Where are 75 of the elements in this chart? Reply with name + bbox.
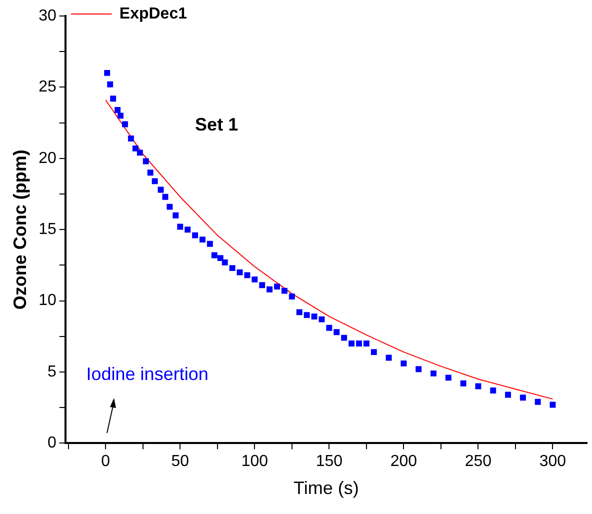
annotation: Set 1 [195,114,238,135]
point [445,374,452,381]
point [217,255,224,262]
point [259,282,266,288]
point [400,360,407,366]
x-axis-title: Time (s) [294,478,359,498]
x-tick-label: 150 [316,453,343,470]
point [505,392,511,398]
point [244,272,250,278]
point [132,145,138,152]
point [334,329,340,336]
point [490,388,496,394]
point [236,269,243,276]
point [200,236,206,243]
point [356,340,362,346]
y-axis-title: Ozone Conc (ppm) [10,150,30,310]
x-tick-label: 200 [390,453,418,470]
point [296,309,302,316]
point [110,96,116,102]
point [304,312,310,318]
point [348,340,355,346]
legend-label: ExpDec1 [119,5,188,22]
point [430,370,436,376]
point [166,204,173,210]
point [229,265,236,272]
point [326,324,332,331]
x-tick-label: 0 [101,453,110,470]
point [363,340,370,346]
point [184,226,191,233]
point [152,178,158,184]
point [128,135,134,142]
x-tick-label: 300 [539,453,566,470]
annotation: Iodine insertion [86,364,208,384]
y-tick-label: 0 [47,434,56,452]
point [520,394,526,401]
point [288,294,295,300]
point [192,232,198,238]
point [534,398,541,405]
point [252,276,258,282]
point [475,383,482,390]
point [266,286,273,292]
point [118,112,124,119]
point [281,288,288,294]
x-tick-label: 50 [171,453,190,470]
point [416,366,422,372]
point [274,284,280,290]
point [460,380,466,386]
y-tick-label: 25 [38,78,56,96]
point [172,212,179,218]
point [114,107,121,113]
point [158,186,164,193]
y-tick-label: 5 [47,363,56,380]
y-tick-label: 15 [38,221,56,238]
point [162,194,168,200]
point [211,252,218,258]
point [318,316,325,322]
point [386,354,392,361]
point [107,81,114,88]
point [177,224,184,230]
point [122,121,128,128]
point [222,259,228,266]
point [206,240,213,247]
y-tick-label: 30 [38,7,56,24]
y-tick-label: 10 [38,292,56,310]
point [147,170,154,176]
point [142,158,149,164]
point [370,349,377,356]
point [104,70,110,76]
x-tick-label: 100 [241,453,268,470]
point [136,150,143,156]
point [550,402,556,408]
point [311,313,318,320]
y-tick-label: 20 [38,150,56,167]
point [341,334,348,341]
x-tick-label: 250 [464,453,492,470]
